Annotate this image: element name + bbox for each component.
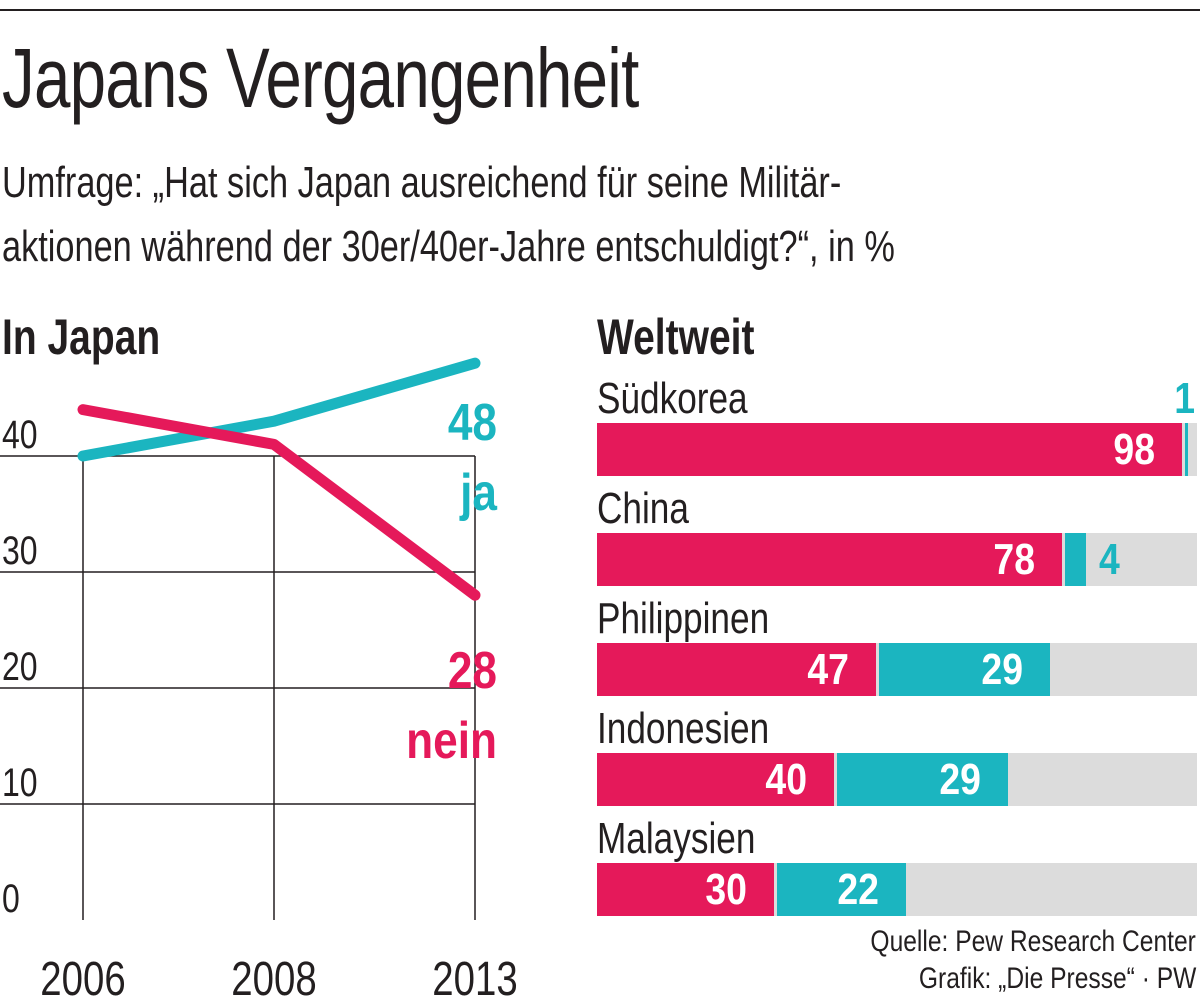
series-name-label-ja: ja <box>459 464 498 522</box>
x-tick-label: 2008 <box>231 953 316 1005</box>
bar-category-label: Indonesien <box>597 704 769 753</box>
y-tick-label: 0 <box>2 876 20 921</box>
bar-segment-nein <box>597 753 834 806</box>
bar-segment-ja <box>777 863 906 916</box>
bar-segment-nein <box>597 423 1182 476</box>
end-value-label-nein: 28 <box>448 642 497 700</box>
bar-value-label-ja: 22 <box>837 864 879 914</box>
subtitle-line-2: aktionen während der 30er/40er-Jahre ent… <box>2 222 895 271</box>
bar-value-label-nein: 78 <box>993 534 1035 584</box>
bar-segment-nein <box>597 533 1062 586</box>
bar-value-label-nein: 47 <box>807 644 849 694</box>
y-tick-label: 20 <box>2 644 38 689</box>
bar-segment-ja <box>879 643 1050 696</box>
bar-segment-nein <box>597 643 876 696</box>
line-series-nein <box>77 404 481 601</box>
bar-value-label-ja: 29 <box>939 754 981 804</box>
world-chart-title: Weltweit <box>597 309 755 365</box>
bar-segment-nein <box>597 863 774 916</box>
bar-value-label-ja: 29 <box>981 644 1023 694</box>
bar-segment-ja <box>1065 533 1086 586</box>
japan-chart-title: In Japan <box>2 309 161 365</box>
chart-title: Japans Vergangenheit <box>2 31 639 125</box>
y-tick-label: 30 <box>2 528 38 573</box>
source-note: Quelle: Pew Research Center <box>870 925 1196 958</box>
x-tick-label: 2006 <box>40 953 125 1005</box>
y-tick-label: 10 <box>2 760 38 805</box>
bar-segment-ja <box>1185 423 1188 476</box>
bar-category-label: Philippinen <box>597 594 769 643</box>
y-tick-label: 40 <box>2 412 38 457</box>
subtitle-line-1: Umfrage: „Hat sich Japan ausreichend für… <box>2 158 842 207</box>
bar-category-label: Malaysien <box>597 814 755 863</box>
series-name-label-nein: nein <box>406 712 497 770</box>
end-value-label-ja: 48 <box>448 394 497 452</box>
bar-value-label-nein: 30 <box>705 864 747 914</box>
bar-category-label: China <box>597 484 690 533</box>
top-rule <box>0 9 1200 11</box>
bar-category-label: Südkorea <box>597 374 748 423</box>
bar-value-label-nein: 40 <box>765 754 807 804</box>
x-tick-label: 2013 <box>432 953 517 1005</box>
credit-note: Grafik: „Die Presse“ · PW <box>918 962 1196 995</box>
bar-value-label-ja: 1 <box>1174 373 1195 423</box>
bar-value-label-nein: 98 <box>1113 424 1155 474</box>
bar-value-label-ja: 4 <box>1099 534 1120 584</box>
bar-segment-ja <box>837 753 1008 806</box>
